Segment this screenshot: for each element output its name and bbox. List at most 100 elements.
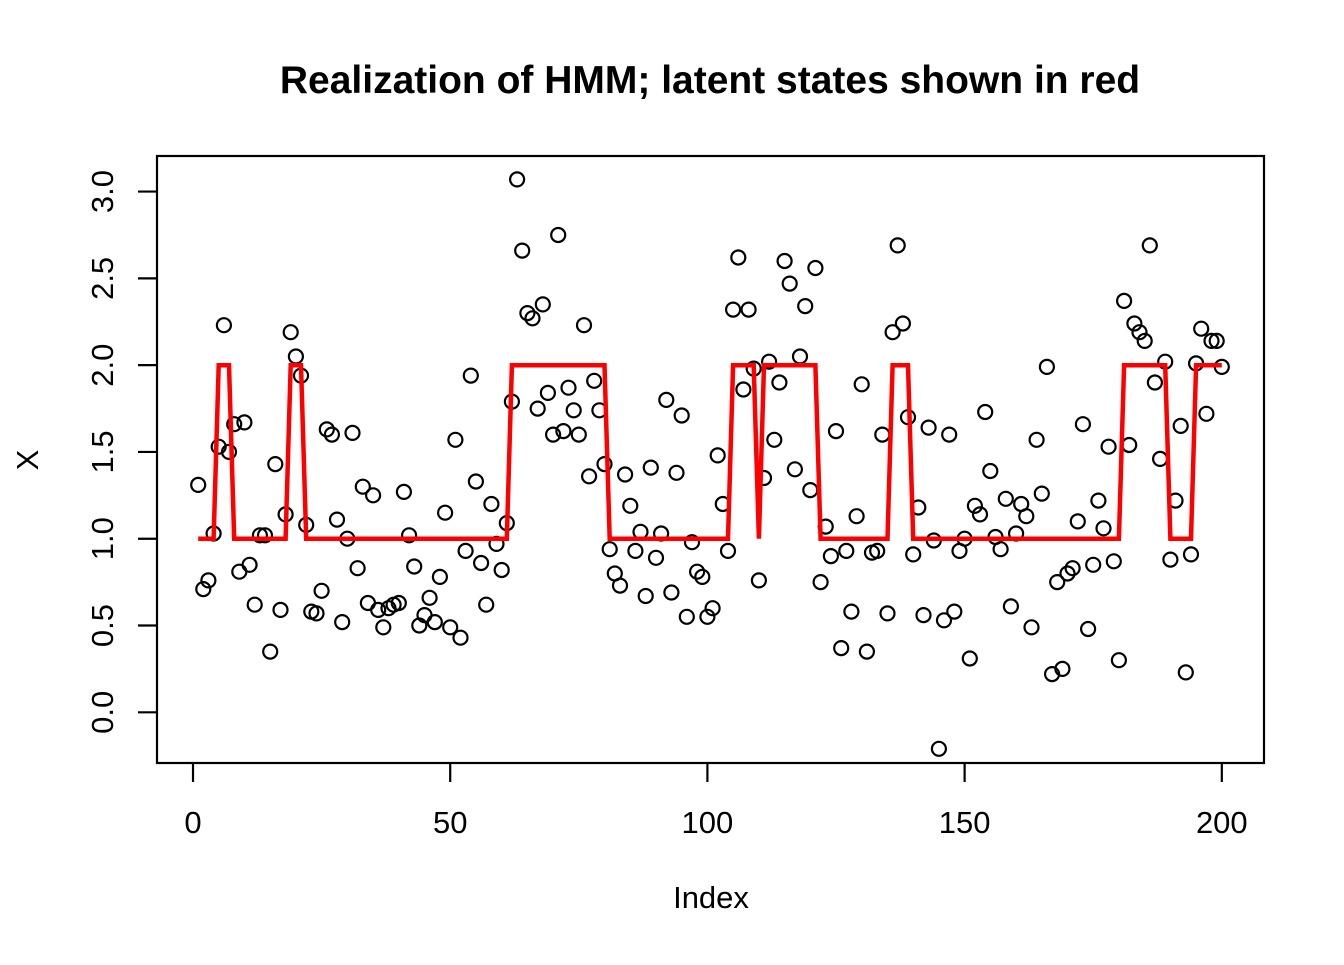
data-point bbox=[966, 497, 984, 514]
data-point bbox=[544, 426, 562, 443]
data-point bbox=[1193, 320, 1210, 337]
data-point bbox=[627, 542, 644, 560]
x-tick-label: 0 bbox=[184, 805, 201, 840]
data-point bbox=[1090, 492, 1107, 509]
data-point bbox=[1038, 358, 1056, 375]
y-tick-label: 0.0 bbox=[85, 691, 120, 734]
data-point bbox=[580, 468, 598, 485]
data-point bbox=[462, 367, 479, 384]
data-point bbox=[1141, 237, 1158, 254]
data-point bbox=[894, 315, 912, 332]
data-point bbox=[858, 643, 876, 660]
y-tick-label: 0.5 bbox=[85, 604, 120, 647]
data-point bbox=[236, 414, 253, 431]
data-point bbox=[262, 643, 279, 660]
latent-state-line bbox=[198, 362, 1222, 541]
data-point bbox=[452, 629, 469, 646]
data-point bbox=[838, 542, 855, 560]
data-point bbox=[313, 582, 330, 599]
data-point bbox=[483, 495, 500, 513]
data-point bbox=[220, 443, 238, 460]
data-point bbox=[781, 275, 798, 292]
data-point bbox=[1198, 405, 1215, 422]
data-point bbox=[935, 612, 953, 629]
data-point bbox=[334, 613, 351, 631]
plot-border bbox=[155, 154, 1266, 765]
data-point bbox=[1023, 619, 1040, 636]
data-point bbox=[1049, 573, 1066, 591]
data-point bbox=[478, 596, 495, 613]
data-point bbox=[401, 527, 418, 544]
data-point bbox=[406, 558, 423, 575]
data-point bbox=[565, 402, 582, 419]
data-point bbox=[848, 508, 865, 525]
data-point bbox=[539, 384, 557, 401]
data-point bbox=[426, 613, 443, 631]
data-point bbox=[678, 608, 695, 625]
data-point bbox=[807, 259, 824, 277]
data-point bbox=[323, 426, 340, 443]
data-point bbox=[941, 426, 958, 443]
data-point bbox=[508, 171, 526, 188]
data-point bbox=[982, 462, 999, 480]
data-point bbox=[997, 490, 1014, 507]
data-point bbox=[251, 527, 268, 544]
data-point bbox=[519, 305, 536, 322]
data-point bbox=[1172, 417, 1189, 434]
data-point bbox=[200, 572, 217, 589]
observation-points bbox=[190, 171, 1230, 757]
data-point bbox=[431, 568, 448, 586]
data-point bbox=[390, 594, 407, 612]
data-point bbox=[570, 426, 587, 443]
data-point bbox=[1136, 332, 1153, 349]
data-point bbox=[827, 423, 845, 440]
data-point bbox=[616, 466, 634, 483]
data-point bbox=[344, 424, 361, 441]
data-point bbox=[930, 740, 948, 757]
data-point bbox=[812, 573, 829, 591]
data-point bbox=[688, 563, 706, 580]
data-point bbox=[694, 568, 711, 586]
data-point bbox=[663, 584, 680, 601]
data-point bbox=[282, 324, 299, 341]
data-point bbox=[473, 554, 490, 572]
data-point bbox=[1100, 438, 1117, 455]
data-point bbox=[1105, 553, 1122, 570]
data-point bbox=[889, 237, 906, 254]
data-point bbox=[1074, 416, 1092, 433]
data-point bbox=[750, 572, 768, 589]
data-point bbox=[920, 419, 937, 436]
data-point bbox=[905, 546, 922, 563]
data-point bbox=[709, 447, 726, 464]
data-point bbox=[442, 619, 459, 636]
y-tick-label: 1.5 bbox=[85, 430, 120, 473]
y-tick-label: 3.0 bbox=[85, 170, 120, 213]
data-point bbox=[776, 252, 793, 270]
data-point bbox=[1208, 332, 1225, 349]
data-point bbox=[354, 478, 371, 495]
data-point bbox=[308, 605, 325, 622]
data-point bbox=[555, 423, 572, 440]
data-point bbox=[534, 296, 551, 313]
data-point bbox=[550, 226, 567, 244]
y-tick-label: 1.0 bbox=[85, 517, 120, 560]
data-point bbox=[971, 506, 989, 523]
data-point bbox=[1182, 546, 1200, 563]
data-point bbox=[622, 497, 639, 514]
data-point bbox=[735, 381, 752, 398]
data-point bbox=[740, 301, 757, 318]
data-point bbox=[977, 403, 994, 421]
data-point bbox=[822, 547, 840, 565]
data-point bbox=[467, 473, 484, 490]
data-point bbox=[797, 298, 814, 315]
x-tick-label: 150 bbox=[939, 805, 991, 840]
data-point bbox=[1028, 431, 1045, 448]
data-point bbox=[884, 324, 901, 341]
data-point bbox=[246, 596, 263, 613]
data-point bbox=[370, 601, 387, 619]
data-point bbox=[1054, 660, 1071, 678]
data-point bbox=[637, 587, 654, 605]
data-point bbox=[766, 431, 783, 448]
data-point bbox=[843, 603, 860, 620]
data-point bbox=[457, 542, 474, 560]
